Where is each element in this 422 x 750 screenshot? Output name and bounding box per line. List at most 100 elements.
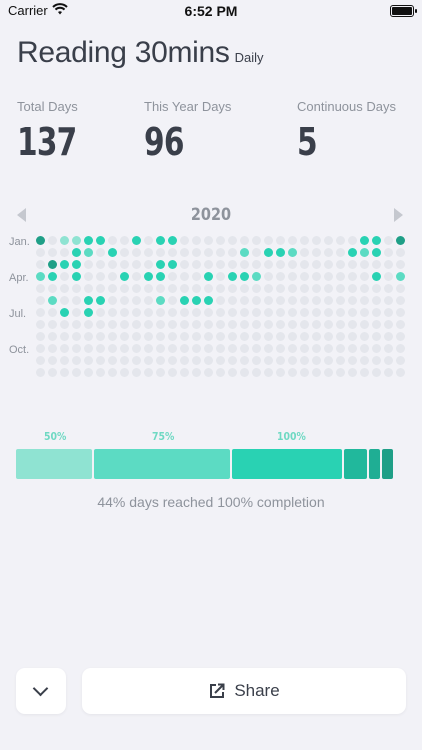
completion-bucket-label: 50% xyxy=(44,430,67,443)
day-cell xyxy=(252,332,261,341)
day-cell xyxy=(132,332,141,341)
day-cell xyxy=(216,260,225,269)
day-cell xyxy=(72,308,81,317)
previous-year-icon[interactable] xyxy=(17,208,26,222)
stat-value: 96 xyxy=(144,120,184,164)
day-cell xyxy=(312,344,321,353)
day-cell xyxy=(156,344,165,353)
day-cell xyxy=(336,236,345,245)
day-cell xyxy=(168,248,177,257)
day-cell xyxy=(216,356,225,365)
day-cell xyxy=(180,308,189,317)
month-label-apr: Apr. xyxy=(9,272,29,284)
day-cell xyxy=(276,296,285,305)
day-cell xyxy=(228,248,237,257)
day-cell xyxy=(132,308,141,317)
day-cell xyxy=(144,356,153,365)
day-cell xyxy=(156,284,165,293)
day-cell xyxy=(360,296,369,305)
day-cell xyxy=(168,296,177,305)
day-cell xyxy=(228,332,237,341)
day-cell xyxy=(60,260,69,269)
day-cell xyxy=(204,296,213,305)
day-cell xyxy=(336,296,345,305)
day-cell xyxy=(360,260,369,269)
day-cell xyxy=(396,320,405,329)
day-cell xyxy=(288,272,297,281)
day-cell xyxy=(84,296,93,305)
day-cell xyxy=(312,260,321,269)
day-cell xyxy=(108,296,117,305)
day-cell xyxy=(192,248,201,257)
clock: 6:52 PM xyxy=(184,3,238,19)
day-cell xyxy=(276,320,285,329)
day-cell xyxy=(324,344,333,353)
day-cell xyxy=(264,344,273,353)
day-cell xyxy=(324,320,333,329)
day-cell xyxy=(144,248,153,257)
day-cell xyxy=(48,308,57,317)
day-cell xyxy=(216,284,225,293)
day-cell xyxy=(108,332,117,341)
day-cell xyxy=(300,260,309,269)
day-cell xyxy=(276,248,285,257)
day-cell xyxy=(276,236,285,245)
day-cell xyxy=(180,248,189,257)
day-cell xyxy=(72,260,81,269)
day-cell xyxy=(48,284,57,293)
day-cell xyxy=(348,332,357,341)
day-cell xyxy=(204,344,213,353)
day-cell xyxy=(120,284,129,293)
day-cell xyxy=(108,344,117,353)
day-cell xyxy=(360,308,369,317)
day-cell xyxy=(216,368,225,377)
day-cell xyxy=(204,272,213,281)
day-cell xyxy=(168,320,177,329)
day-cell xyxy=(216,248,225,257)
day-cell xyxy=(36,296,45,305)
day-cell xyxy=(96,296,105,305)
day-cell xyxy=(288,344,297,353)
day-cell xyxy=(144,332,153,341)
day-cell xyxy=(372,296,381,305)
day-cell xyxy=(72,368,81,377)
day-cell xyxy=(96,356,105,365)
day-cell xyxy=(372,248,381,257)
day-cell xyxy=(336,332,345,341)
day-cell xyxy=(192,236,201,245)
day-cell xyxy=(384,272,393,281)
day-cell xyxy=(60,248,69,257)
day-cell xyxy=(360,320,369,329)
day-cell xyxy=(132,296,141,305)
day-cell xyxy=(168,308,177,317)
day-cell xyxy=(372,260,381,269)
day-cell xyxy=(84,260,93,269)
day-cell xyxy=(288,308,297,317)
day-cell xyxy=(348,284,357,293)
day-cell xyxy=(336,260,345,269)
day-cell xyxy=(324,356,333,365)
next-year-icon[interactable] xyxy=(394,208,403,222)
day-cell xyxy=(84,344,93,353)
day-cell xyxy=(204,308,213,317)
day-cell xyxy=(192,308,201,317)
day-cell xyxy=(144,308,153,317)
day-cell xyxy=(348,320,357,329)
day-cell xyxy=(276,308,285,317)
day-cell xyxy=(144,368,153,377)
collapse-button[interactable] xyxy=(16,668,66,714)
day-cell xyxy=(108,272,117,281)
day-cell xyxy=(60,368,69,377)
completion-segment xyxy=(232,449,342,479)
day-cell xyxy=(204,332,213,341)
day-cell xyxy=(348,344,357,353)
day-cell xyxy=(60,344,69,353)
day-cell xyxy=(108,284,117,293)
day-cell xyxy=(348,296,357,305)
day-cell xyxy=(240,248,249,257)
day-cell xyxy=(216,320,225,329)
share-button[interactable]: Share xyxy=(82,668,406,714)
day-cell xyxy=(336,248,345,257)
day-cell xyxy=(168,236,177,245)
day-cell xyxy=(168,284,177,293)
